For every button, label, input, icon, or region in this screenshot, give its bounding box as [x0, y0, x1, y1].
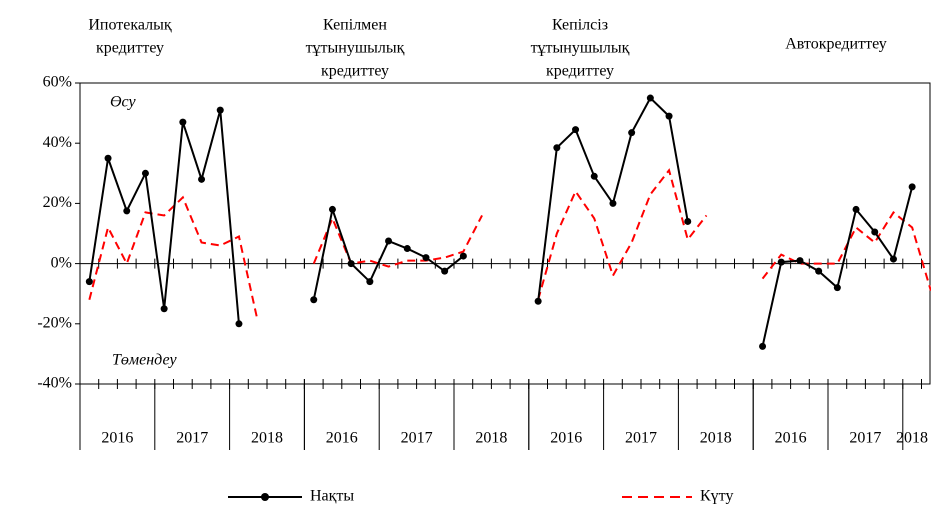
panel-title: Кепілмен: [323, 17, 387, 34]
actual-marker: [328, 205, 336, 213]
actual-marker: [422, 254, 430, 262]
actual-marker: [908, 183, 916, 191]
actual-marker: [665, 112, 673, 120]
actual-marker: [796, 257, 804, 265]
legend-label: Күту: [700, 488, 733, 505]
x-tick-label: 2017: [849, 430, 881, 447]
x-tick-label: 2016: [550, 430, 582, 447]
panel-title: кредиттеу: [96, 40, 164, 57]
expected-line: [312, 214, 483, 268]
panel-title: тұтынушылық: [531, 40, 630, 57]
actual-marker: [235, 320, 243, 328]
actual-marker: [889, 255, 897, 263]
legend-label: Нақты: [310, 488, 354, 505]
actual-marker: [646, 94, 654, 102]
panel-title: Автокредиттеу: [785, 36, 887, 53]
actual-marker: [216, 106, 224, 114]
plot-frame: [79, 82, 931, 385]
plot: -40% -20% 0% 20% 40% 60% 2016 2017 2018 2016 2017 2…: [37, 74, 931, 450]
x-tick-label: 2017: [176, 430, 208, 447]
actual-marker: [553, 144, 561, 152]
actual-marker: [815, 267, 823, 275]
x-tick-label: 2016: [326, 430, 358, 447]
actual-marker: [609, 199, 617, 207]
x-tick-label: 2018: [700, 430, 732, 447]
actual-marker: [684, 217, 692, 225]
x-tick-label: 2017: [401, 430, 433, 447]
actual-marker: [141, 169, 149, 177]
y-tick-label: -40%: [37, 375, 72, 392]
actual-marker: [572, 126, 580, 134]
annotation: Өсу: [110, 94, 137, 111]
y-tick-label: 40%: [43, 134, 72, 151]
actual-marker: [85, 278, 93, 286]
y-tick-label: 0%: [51, 254, 72, 271]
actual-marker: [852, 205, 860, 213]
actual-marker: [871, 228, 879, 236]
panel-title: Ипотекалық: [88, 17, 172, 34]
x-tick-label: 2016: [775, 430, 807, 447]
x-tick-label: 2017: [625, 430, 657, 447]
panel-title: тұтынушылық: [306, 40, 405, 57]
x-tick-label: 2018: [896, 430, 928, 447]
actual-marker: [833, 284, 841, 292]
actual-marker: [403, 245, 411, 253]
actual-marker: [366, 278, 374, 286]
x-tick-label: 2016: [101, 430, 133, 447]
actual-line: [761, 186, 914, 347]
actual-marker: [759, 342, 767, 350]
y-tick-label: 20%: [43, 194, 72, 211]
expected-line: [537, 168, 708, 300]
actual-marker: [310, 296, 318, 304]
actual-marker: [534, 297, 542, 305]
actual-marker: [385, 237, 393, 245]
actual-marker: [441, 267, 449, 275]
actual-line: [88, 109, 240, 324]
legend-marker: [261, 493, 269, 501]
actual-marker: [179, 118, 187, 126]
actual-marker: [104, 154, 112, 162]
actual-line: [312, 205, 464, 300]
annotation: Төмендеу: [112, 352, 178, 369]
x-tick-label: 2018: [475, 430, 507, 447]
y-tick-label: 60%: [43, 74, 72, 91]
actual-marker: [777, 258, 785, 266]
actual-marker: [198, 175, 206, 183]
panel-title: кредиттеу: [321, 63, 389, 80]
actual-marker: [347, 260, 355, 268]
actual-marker: [123, 207, 131, 215]
actual-marker: [628, 129, 636, 137]
x-tick-label: 2018: [251, 430, 283, 447]
actual-marker: [590, 172, 598, 180]
y-tick-label: -20%: [37, 314, 72, 331]
actual-line: [537, 96, 689, 302]
panel-title: кредиттеу: [546, 63, 614, 80]
actual-marker: [160, 305, 168, 313]
panel-title: Кепілсіз: [552, 17, 608, 34]
actual-marker: [459, 252, 467, 260]
